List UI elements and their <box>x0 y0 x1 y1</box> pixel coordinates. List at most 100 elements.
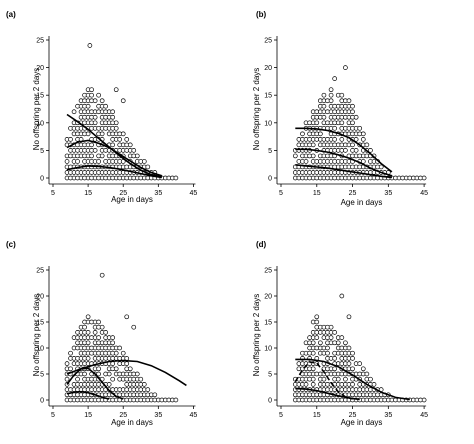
y-tick-label: 25 <box>264 268 272 275</box>
data-point <box>332 76 338 81</box>
y-tick-label: 10 <box>36 346 44 353</box>
data-point <box>332 125 338 131</box>
data-point <box>332 356 338 361</box>
x-tick-label: 45 <box>420 190 428 197</box>
data-point <box>328 87 334 93</box>
data-point <box>314 314 320 320</box>
data-point <box>106 382 112 387</box>
data-point <box>92 98 98 104</box>
data-point <box>75 376 80 382</box>
data-point <box>71 109 77 115</box>
data-point <box>85 340 91 346</box>
x-axis-label: Age in days <box>111 418 153 427</box>
data-point <box>141 382 147 387</box>
data-point <box>350 356 355 361</box>
data-point <box>360 131 366 137</box>
y-axis-label: No offspring per 2 days <box>252 294 261 377</box>
x-tick-label: 5 <box>279 190 283 197</box>
data-point <box>113 87 119 93</box>
data-point <box>92 330 98 335</box>
x-tick-label: 45 <box>190 190 198 197</box>
y-tick-label: 0 <box>40 176 44 183</box>
x-tick-label: 15 <box>313 190 321 197</box>
data-point <box>303 159 309 164</box>
data-point <box>96 92 101 98</box>
data-point <box>113 120 119 126</box>
data-point <box>89 142 94 148</box>
data-point <box>368 148 373 153</box>
chart-panel-a: (a) 0 5 10 15 20 25 5 15 25 35 45 Age in days No off… <box>0 0 237 222</box>
y-tick-label: 20 <box>36 294 44 301</box>
data-point <box>92 148 98 153</box>
data-point <box>421 175 427 181</box>
data-point <box>318 131 323 137</box>
data-point <box>85 131 91 137</box>
data-point <box>353 137 359 142</box>
fit-line-2 <box>66 367 124 400</box>
y-tick-label: 15 <box>36 320 44 327</box>
y-tick-label: 25 <box>264 38 272 45</box>
data-point <box>357 125 363 131</box>
x-tick-label: 45 <box>420 412 428 419</box>
fit-line-2 <box>66 139 163 177</box>
data-point <box>343 148 348 153</box>
data-point <box>350 366 355 372</box>
y-tick-label: 5 <box>40 148 44 155</box>
data-point <box>343 65 348 70</box>
data-point <box>310 376 316 382</box>
x-tick-label: 25 <box>349 190 357 197</box>
data-point <box>310 366 316 372</box>
x-tick-label: 5 <box>279 412 283 419</box>
data-point <box>82 324 87 330</box>
chart-panel-c: (c) 0 5 10 15 20 25 5 15 25 35 45 Age in days No off… <box>0 222 237 444</box>
data-point <box>141 159 147 164</box>
x-tick-label: 45 <box>190 412 198 419</box>
y-tick-label: 15 <box>264 320 272 327</box>
y-tick-label: 10 <box>264 120 272 127</box>
x-tick-label: 25 <box>349 412 357 419</box>
fit-line-3 <box>66 165 162 179</box>
x-tick-label: 35 <box>154 190 162 197</box>
data-point <box>360 137 366 142</box>
data-point <box>64 361 70 366</box>
x-tick-label: 5 <box>51 190 55 197</box>
fit-line-3 <box>295 387 360 401</box>
fit-line-1 <box>295 127 393 173</box>
y-tick-label: 10 <box>36 120 44 127</box>
data-point <box>131 148 137 153</box>
x-tick-label: 15 <box>84 412 92 419</box>
y-tick-label: 5 <box>268 372 272 379</box>
data-point <box>110 340 116 346</box>
data-point <box>134 153 140 159</box>
data-point <box>325 345 330 351</box>
data-point <box>120 98 126 104</box>
data-point <box>96 371 101 377</box>
x-tick-label: 35 <box>154 412 162 419</box>
x-tick-label: 15 <box>84 190 92 197</box>
data-point <box>332 366 338 372</box>
fit-line-1 <box>295 358 410 401</box>
data-point <box>328 92 334 98</box>
scatter-points <box>292 293 427 403</box>
y-tick-label: 15 <box>264 93 272 100</box>
data-point <box>173 397 179 403</box>
data-point <box>89 153 94 159</box>
data-point <box>339 92 345 98</box>
data-point <box>138 376 144 382</box>
data-point <box>300 131 305 137</box>
data-point <box>113 350 119 356</box>
data-point <box>124 361 130 366</box>
x-tick-label: 25 <box>119 190 127 197</box>
data-point <box>314 335 320 340</box>
data-point <box>364 142 370 148</box>
data-point <box>339 293 345 299</box>
data-point <box>113 125 119 131</box>
data-point <box>85 330 91 335</box>
data-point <box>124 314 130 320</box>
y-tick-label: 5 <box>268 148 272 155</box>
data-point <box>96 366 101 372</box>
data-point <box>92 114 98 120</box>
data-point <box>92 120 98 126</box>
